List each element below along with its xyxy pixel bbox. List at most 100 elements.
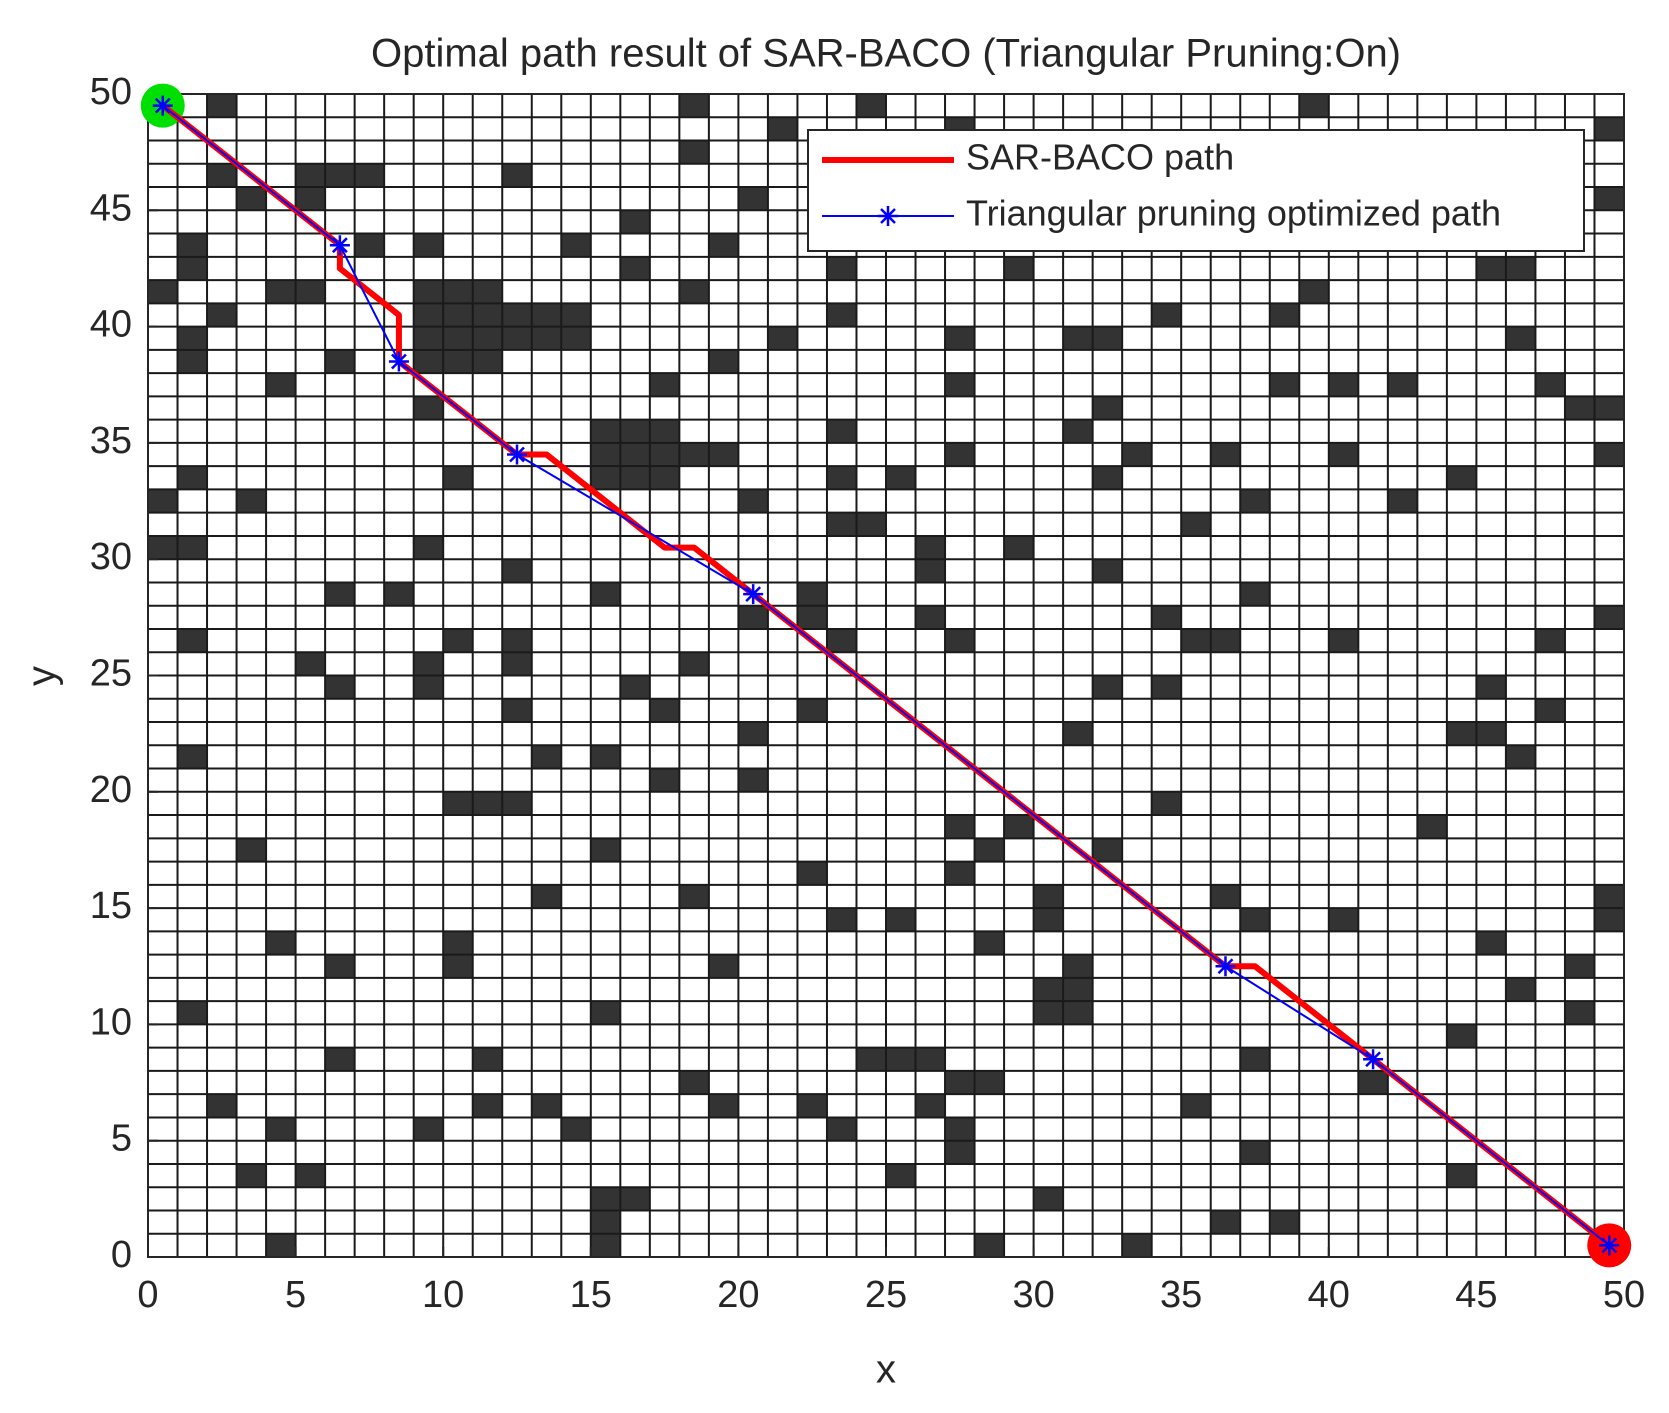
series-line — [162, 104, 1610, 1247]
y-axis-label: y — [20, 666, 64, 686]
obstacle — [413, 349, 444, 374]
obstacle — [148, 280, 178, 304]
obstacle — [325, 582, 355, 606]
obstacle — [1328, 628, 1359, 653]
y-tick-label: 35 — [90, 420, 132, 462]
obstacle — [1535, 698, 1565, 723]
obstacle — [708, 349, 739, 374]
x-tick-label: 15 — [570, 1274, 612, 1316]
obstacle — [472, 1047, 503, 1071]
obstacle — [856, 1047, 886, 1071]
obstacle — [531, 1094, 562, 1118]
obstacle — [1181, 1094, 1211, 1118]
obstacle — [590, 1187, 621, 1211]
obstacle — [1210, 1210, 1241, 1234]
obstacle — [295, 652, 326, 676]
obstacle — [590, 838, 621, 862]
legend-marker — [878, 206, 898, 226]
obstacle — [1446, 722, 1477, 746]
obstacle — [590, 1001, 621, 1025]
obstacle — [1564, 954, 1595, 978]
x-tick-label: 20 — [717, 1274, 759, 1316]
obstacle — [1092, 559, 1123, 583]
obstacle — [826, 512, 857, 536]
obstacle — [620, 1187, 650, 1211]
obstacle — [1240, 1140, 1270, 1164]
obstacle — [1564, 396, 1595, 420]
obstacle — [177, 628, 208, 653]
obstacle — [679, 280, 709, 304]
obstacle — [826, 419, 857, 443]
obstacle — [207, 94, 237, 118]
obstacle — [502, 303, 532, 327]
obstacle — [236, 838, 267, 862]
obstacle — [472, 326, 503, 350]
obstacle — [325, 349, 355, 374]
obstacle — [915, 535, 946, 560]
obstacle — [886, 908, 916, 932]
obstacle — [1004, 535, 1034, 560]
obstacle — [1387, 489, 1418, 513]
obstacle — [531, 745, 562, 769]
obstacle — [177, 326, 208, 350]
obstacle — [1151, 605, 1182, 629]
obstacle — [738, 722, 768, 746]
obstacle — [1240, 489, 1270, 513]
x-tick-label: 30 — [1012, 1274, 1054, 1316]
obstacle — [502, 698, 532, 723]
obstacle — [649, 768, 680, 792]
x-tick-label: 5 — [285, 1274, 306, 1316]
obstacle — [177, 233, 208, 257]
obstacle — [1269, 1210, 1300, 1234]
obstacle — [856, 94, 886, 118]
obstacle — [413, 535, 444, 560]
obstacle — [738, 489, 768, 513]
obstacle — [590, 1210, 621, 1234]
point-marker — [152, 95, 173, 116]
obstacle — [826, 908, 857, 932]
obstacle — [443, 628, 473, 653]
y-tick-label: 5 — [111, 1118, 132, 1160]
point-marker — [507, 444, 527, 465]
obstacle — [1564, 1001, 1595, 1025]
obstacle — [354, 163, 385, 188]
obstacle — [207, 1094, 237, 1118]
obstacle — [708, 233, 739, 257]
obstacle — [1476, 722, 1506, 746]
obstacle — [177, 535, 208, 560]
obstacle — [561, 326, 591, 350]
obstacle — [1210, 884, 1241, 909]
obstacle — [738, 605, 768, 629]
obstacle — [1594, 442, 1624, 467]
obstacle — [620, 466, 650, 490]
obstacle — [826, 1117, 857, 1141]
obstacle — [413, 303, 444, 327]
chart-title: Optimal path result of SAR-BACO (Triangu… — [371, 32, 1401, 76]
obstacle — [797, 1094, 827, 1118]
obstacle — [472, 303, 503, 327]
obstacle — [177, 745, 208, 769]
obstacle — [413, 326, 444, 350]
obstacle — [679, 140, 709, 164]
obstacle — [945, 326, 975, 350]
obstacle — [502, 326, 532, 350]
obstacle — [1151, 303, 1182, 327]
obstacle — [1240, 908, 1270, 932]
obstacle — [974, 931, 1005, 955]
obstacle — [886, 466, 916, 490]
obstacle — [679, 94, 709, 118]
obstacle — [856, 512, 886, 536]
obstacle — [708, 1094, 739, 1118]
x-tick-label: 45 — [1455, 1274, 1497, 1316]
y-tick-label: 30 — [90, 536, 132, 578]
obstacle — [1505, 326, 1536, 350]
obstacle — [1446, 1163, 1477, 1188]
obstacle — [1210, 442, 1241, 467]
obstacle — [945, 373, 975, 397]
obstacle — [325, 675, 355, 699]
obstacle — [413, 652, 444, 676]
obstacle — [1240, 582, 1270, 606]
obstacle — [1269, 373, 1300, 397]
obstacle — [590, 582, 621, 606]
